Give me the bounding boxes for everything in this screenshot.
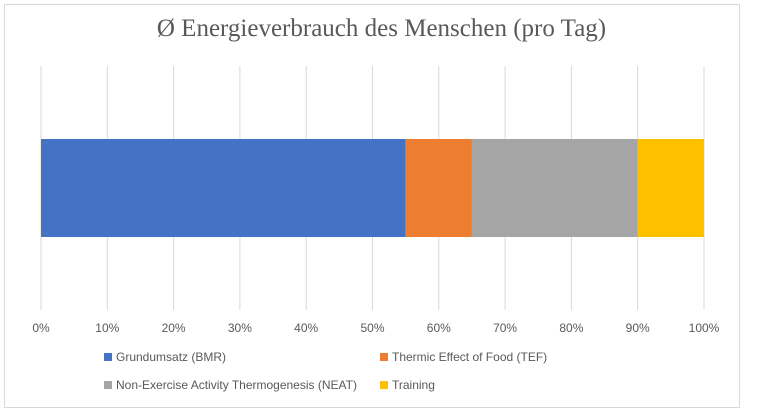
- legend-label: Thermic Effect of Food (TEF): [392, 350, 548, 364]
- legend-swatch: [104, 381, 112, 389]
- bar-segment-4: [637, 139, 704, 237]
- x-tick-label: 60%: [427, 321, 451, 335]
- x-axis-ticks: 0% 10% 20% 30% 40% 50% 60% 70% 80% 90% 100%: [32, 321, 719, 335]
- x-tick-label: 70%: [493, 321, 517, 335]
- legend-swatch: [380, 381, 388, 389]
- x-tick-label: 20%: [162, 321, 186, 335]
- legend-swatch: [104, 353, 112, 361]
- x-tick-label: 10%: [95, 321, 119, 335]
- bar-segment-3: [471, 139, 638, 237]
- x-tick-label: 40%: [294, 321, 318, 335]
- legend-swatch: [380, 353, 388, 361]
- chart-title: Ø Energieverbrauch des Menschen (pro Tag…: [156, 15, 607, 42]
- legend-item-tef: Thermic Effect of Food (TEF): [380, 350, 547, 364]
- x-tick-label: 30%: [228, 321, 252, 335]
- x-tick-label: 0%: [32, 321, 50, 335]
- x-tick-label: 80%: [559, 321, 583, 335]
- x-tick-label: 90%: [626, 321, 650, 335]
- legend-item-bmr: Grundumsatz (BMR): [104, 350, 226, 364]
- legend-item-training: Training: [380, 378, 435, 392]
- legend-label: Grundumsatz (BMR): [116, 350, 227, 364]
- legend-item-neat: Non-Exercise Activity Thermogenesis (NEA…: [104, 378, 357, 392]
- stacked-bar: [41, 139, 704, 237]
- bar-segment-2: [405, 139, 472, 237]
- bar-segment-1: [41, 139, 406, 237]
- x-tick-label: 100%: [689, 321, 720, 335]
- legend-label: Training: [392, 378, 435, 392]
- x-tick-label: 50%: [360, 321, 384, 335]
- legend-label: Non-Exercise Activity Thermogenesis (NEA…: [116, 378, 357, 392]
